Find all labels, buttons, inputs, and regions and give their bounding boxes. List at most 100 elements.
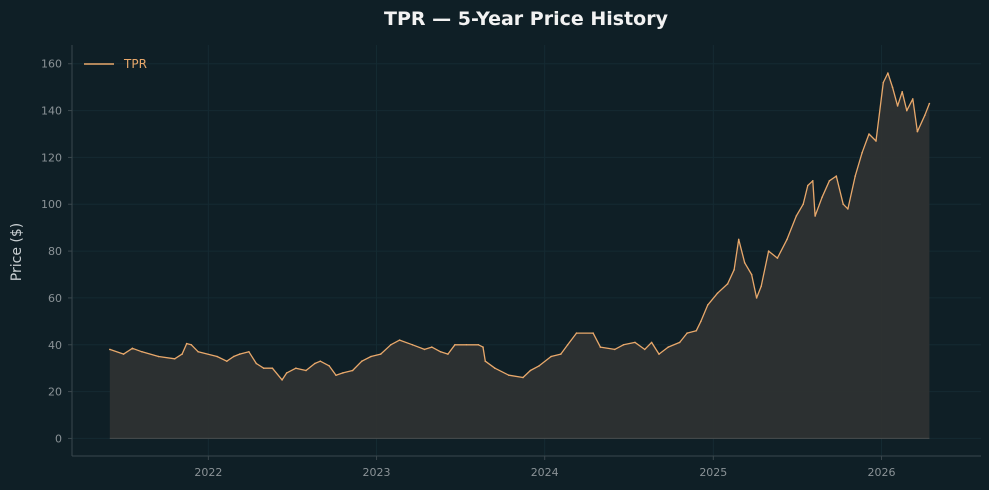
series-point-tpr — [439, 351, 442, 353]
series-point-tpr — [285, 372, 288, 374]
series-point-tpr — [695, 329, 698, 332]
series-point-tpr — [538, 365, 540, 367]
series-point-tpr — [529, 369, 532, 372]
series-point-tpr — [431, 346, 433, 348]
chart-title: TPR — 5-Year Price History — [384, 8, 669, 30]
series-point-tpr — [255, 362, 258, 365]
y-tick-label: 20 — [48, 386, 62, 399]
series-point-tpr — [650, 341, 653, 344]
series-point-tpr — [906, 109, 908, 112]
series-point-tpr — [928, 102, 931, 105]
series-point-tpr — [760, 285, 762, 288]
series-point-tpr — [131, 347, 134, 350]
series-point-tpr — [494, 367, 496, 370]
series-point-tpr — [122, 353, 125, 355]
x-tick-label: 2023 — [363, 466, 391, 479]
series-point-tpr — [726, 283, 729, 285]
y-tick-label: 120 — [41, 151, 62, 164]
series-point-tpr — [776, 257, 779, 259]
series-point-tpr — [271, 367, 274, 370]
series-point-tpr — [477, 344, 480, 346]
series-point-tpr — [370, 355, 372, 358]
series-point-tpr — [566, 344, 569, 346]
series-point-tpr — [678, 341, 681, 344]
series-point-tpr — [328, 365, 330, 367]
series-point-tpr — [351, 369, 354, 372]
series-point-tpr — [807, 184, 809, 187]
y-tick-label: 100 — [41, 198, 62, 211]
series-point-tpr — [423, 348, 426, 351]
y-tick-label: 60 — [48, 292, 62, 305]
series-point-tpr — [812, 180, 814, 182]
series-point-tpr — [924, 114, 926, 117]
series-point-tpr — [861, 151, 863, 154]
area-layer — [109, 72, 931, 439]
series-point-tpr — [901, 91, 903, 93]
legend-label-tpr: TPR — [123, 57, 147, 71]
series-point-tpr — [390, 344, 392, 346]
series-point-tpr — [733, 269, 735, 271]
series-point-tpr — [190, 344, 193, 346]
series-point-tpr — [737, 238, 740, 241]
y-tick-label: 0 — [55, 432, 62, 445]
series-point-tpr — [868, 133, 870, 135]
series-point-tpr — [592, 332, 594, 334]
series-point-tpr — [314, 362, 316, 365]
series-point-tpr — [109, 348, 111, 351]
series-point-tpr — [767, 250, 770, 252]
series-point-tpr — [454, 344, 456, 346]
series-point-tpr — [508, 374, 510, 377]
series-point-tpr — [238, 353, 241, 355]
axes — [71, 45, 981, 457]
series-point-tpr — [622, 344, 625, 346]
series-point-tpr — [482, 346, 484, 348]
series-point-tpr — [379, 353, 382, 355]
y-tick-label: 80 — [48, 245, 62, 258]
series-point-tpr — [181, 353, 183, 355]
series-point-tpr — [361, 360, 363, 363]
series-point-tpr — [828, 180, 831, 182]
y-tick-label: 40 — [48, 339, 62, 352]
series-point-tpr — [335, 374, 337, 377]
series-point-tpr — [550, 355, 552, 358]
series-point-tpr — [716, 292, 719, 295]
series-point-tpr — [613, 348, 616, 351]
series-point-tpr — [916, 130, 919, 133]
series-point-tpr — [197, 351, 199, 353]
series-point-tpr — [795, 215, 798, 217]
y-axis-ticks: 0 20 40 60 80 100 120 140 160 — [41, 58, 72, 445]
series-point-tpr — [281, 379, 283, 381]
series-point-tpr — [847, 208, 849, 210]
series-point-tpr — [342, 372, 344, 374]
series-point-tpr — [842, 203, 844, 205]
series-point-tpr — [882, 81, 885, 84]
series-point-tpr — [814, 215, 816, 217]
x-tick-label: 2025 — [699, 466, 727, 479]
series-point-tpr — [447, 353, 449, 355]
series-point-tpr — [743, 262, 746, 264]
series-point-tpr — [522, 376, 524, 379]
series-point-tpr — [185, 342, 188, 345]
series-point-tpr — [599, 346, 602, 348]
series-point-tpr — [887, 72, 889, 74]
series-point-tpr — [575, 332, 578, 334]
y-tick-label: 140 — [41, 105, 62, 118]
series-point-tpr — [643, 348, 646, 351]
series-point-tpr — [891, 86, 894, 88]
series-point-tpr — [667, 346, 669, 348]
series-point-tpr — [319, 360, 322, 363]
series-point-tpr — [912, 98, 914, 100]
series-point-tpr — [755, 297, 758, 299]
series-point-tpr — [707, 304, 709, 306]
x-tick-label: 2024 — [531, 466, 559, 479]
series-point-tpr — [854, 175, 856, 177]
series-area-tpr — [109, 73, 930, 439]
x-tick-label: 2022 — [194, 466, 222, 479]
series-point-tpr — [896, 105, 899, 107]
series-point-tpr — [835, 175, 838, 177]
series-point-tpr — [248, 351, 250, 353]
series-point-tpr — [411, 344, 414, 346]
series-point-tpr — [398, 339, 401, 341]
legend: TPR — [84, 57, 147, 71]
series-point-tpr — [821, 196, 823, 198]
